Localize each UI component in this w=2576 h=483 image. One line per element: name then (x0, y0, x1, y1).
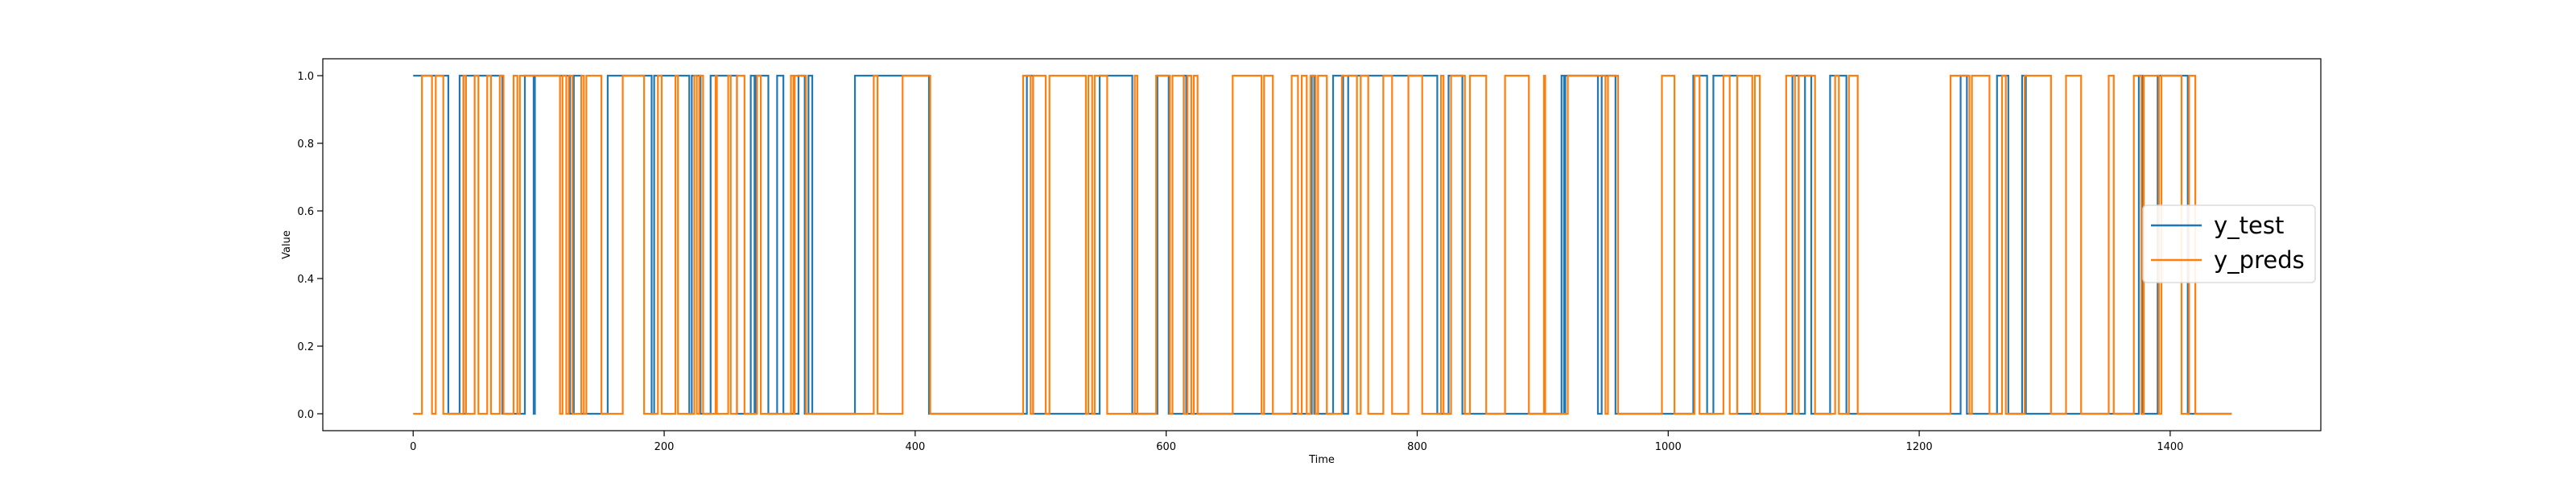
x-tick-label: 1200 (1906, 441, 1933, 453)
x-tick-label: 800 (1407, 441, 1427, 453)
legend-label-y-preds: y_preds (2214, 246, 2305, 274)
x-axis-ticks: 0 200 400 600 800 1000 1200 1400 (410, 431, 2183, 453)
y-tick-label: 1.0 (297, 71, 314, 83)
x-tick-label: 0 (410, 441, 416, 453)
series-line-y-preds (413, 74, 2232, 415)
y-tick-label: 0.0 (297, 409, 314, 421)
x-axis-label: Time (1308, 454, 1335, 466)
plot-frame (322, 58, 2322, 431)
plot-lines (413, 74, 2232, 415)
y-tick-label: 0.4 (297, 274, 314, 286)
x-tick-label: 600 (1156, 441, 1176, 453)
legend-label-y-test: y_test (2214, 212, 2284, 239)
x-tick-label: 400 (905, 441, 925, 453)
y-axis-ticks: 0.0 0.2 0.4 0.6 0.8 1.0 (297, 71, 323, 421)
y-tick-label: 0.2 (297, 341, 314, 353)
y-axis-label: Value (281, 230, 293, 259)
y-tick-label: 0.8 (297, 138, 314, 151)
x-tick-label: 200 (654, 441, 675, 453)
legend: y_test y_preds (2142, 204, 2316, 283)
x-tick-label: 1400 (2157, 441, 2183, 453)
x-tick-label: 1000 (1655, 441, 1682, 453)
y-tick-label: 0.6 (297, 206, 314, 218)
